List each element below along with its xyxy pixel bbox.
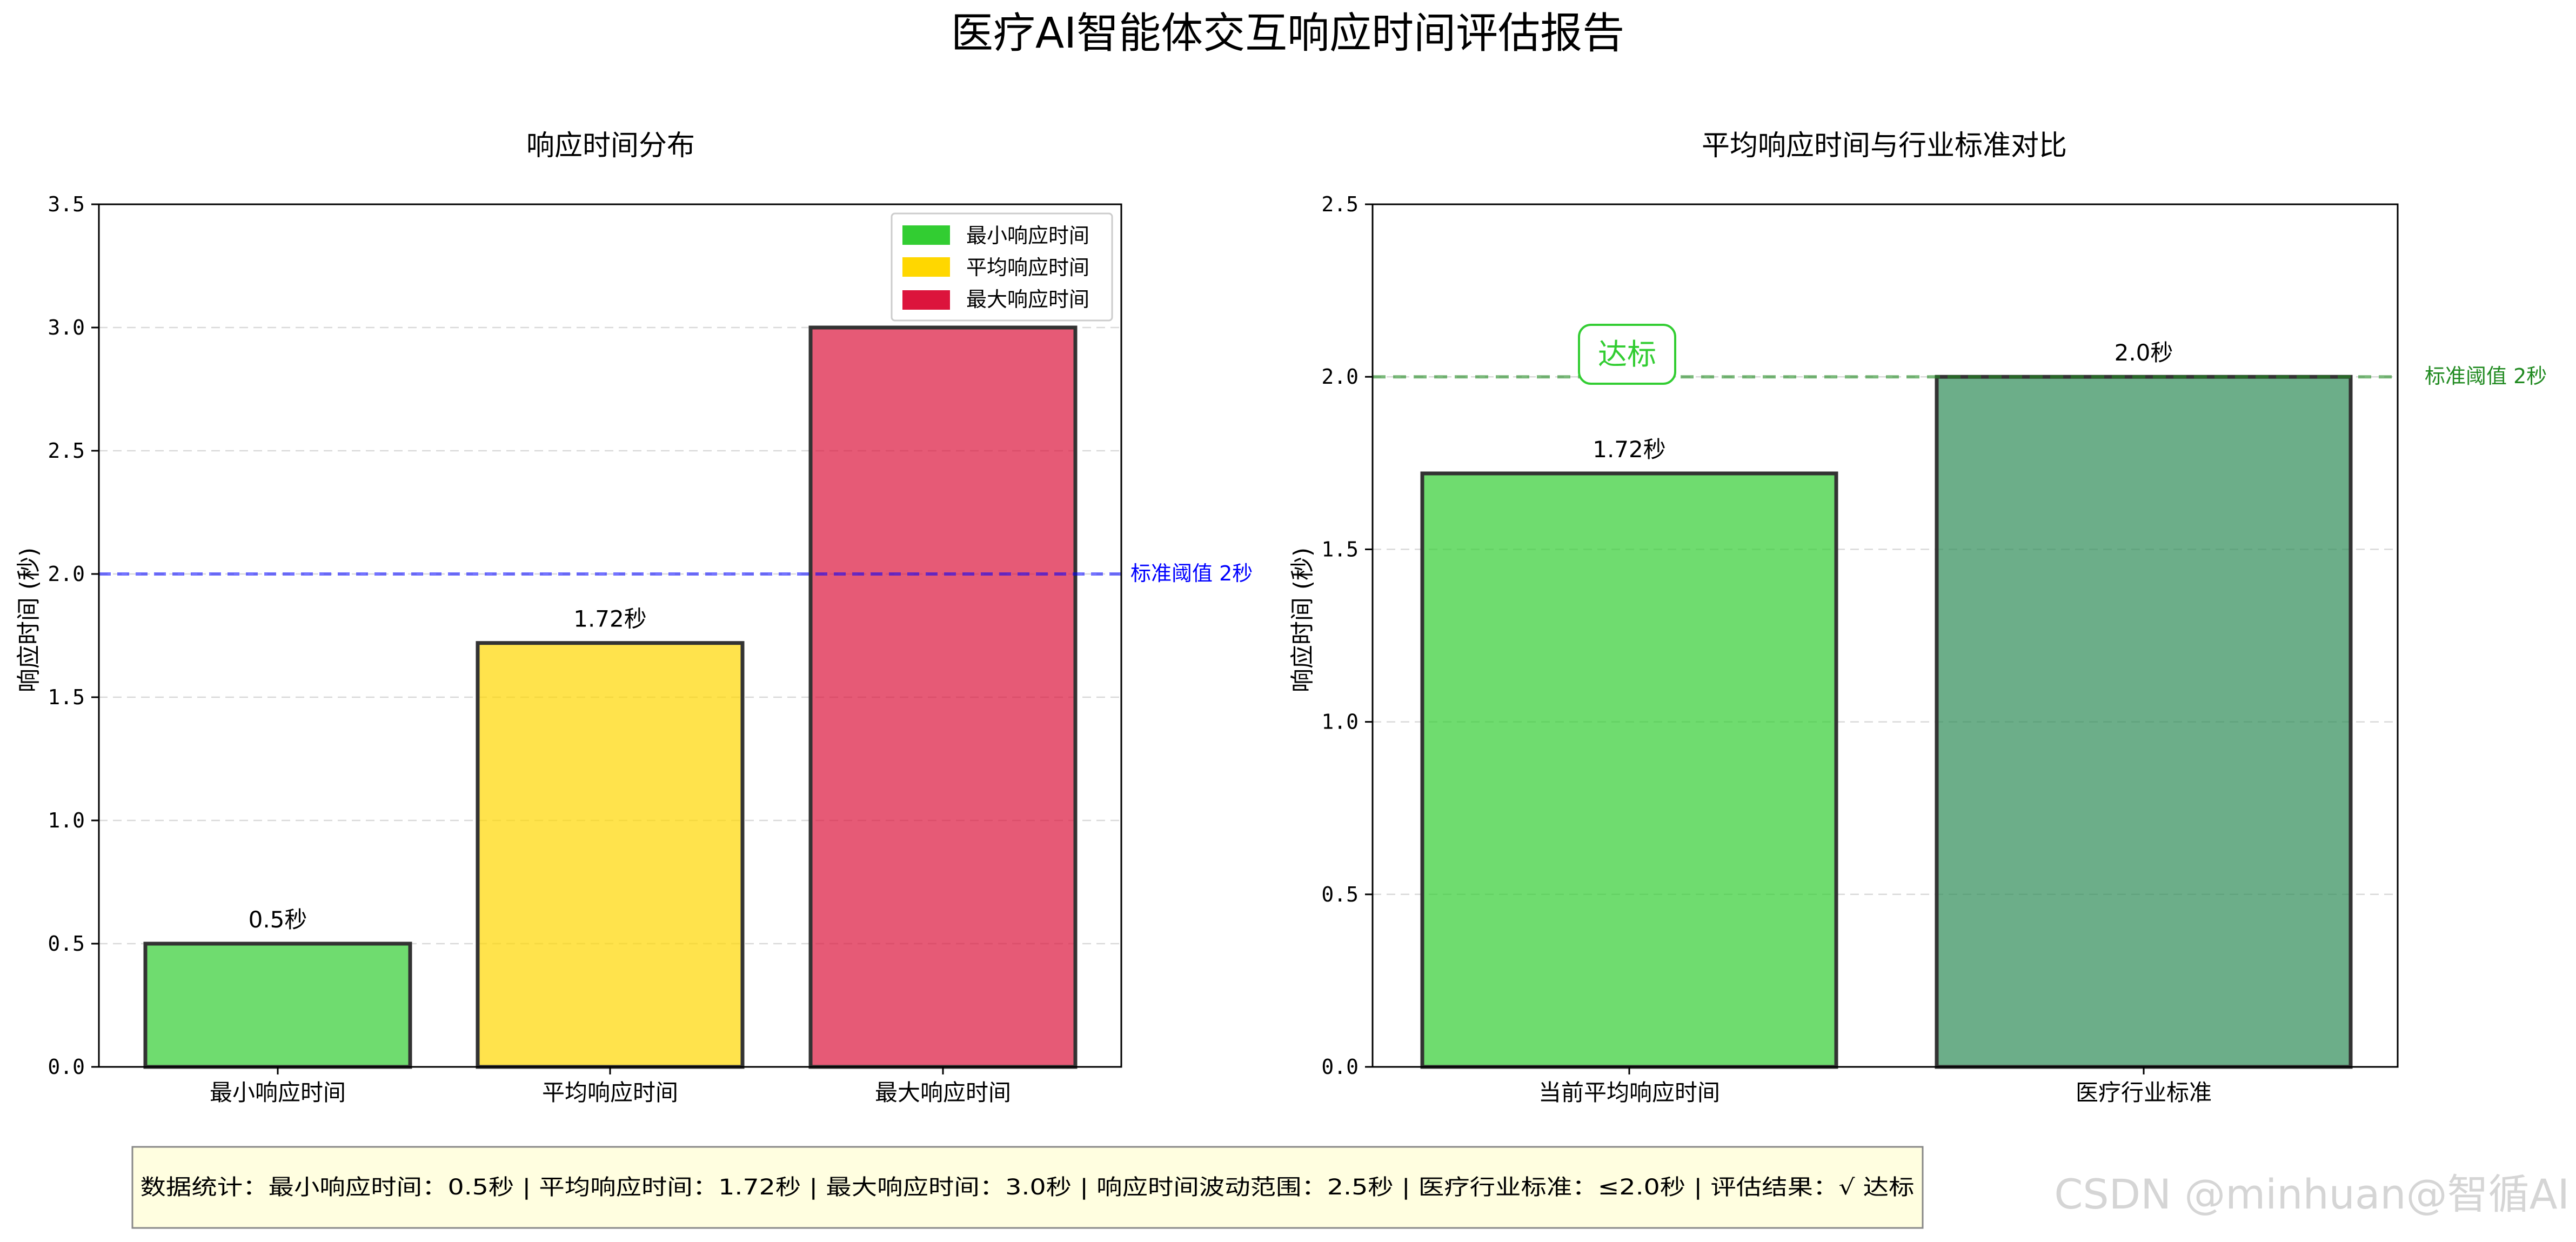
y-tick-label: 3.0 [48, 316, 85, 339]
bar-value-label: 1.72秒 [573, 606, 647, 632]
summary-frame [131, 1146, 1924, 1229]
pass-badge-frame [1578, 324, 1676, 385]
pass-badge: 达标 [1578, 324, 1676, 385]
x-tick-label: 最大响应时间 [875, 1079, 1011, 1106]
page-title: 医疗AI智能体交互响应时间评估报告 [951, 9, 1624, 58]
y-tick-label: 0.5 [48, 932, 85, 956]
x-tick-label: 当前平均响应时间 [1538, 1079, 1720, 1106]
y-tick-label: 2.5 [48, 439, 85, 463]
right-chart-ylabel: 响应时间 (秒) [1289, 547, 1316, 692]
industry-comparison-chart: 平均响应时间与行业标准对比 响应时间 (秒) 标准阈值 2秒 0.0 0.5 1.0… [1289, 130, 2547, 1106]
x-tick-label: 医疗行业标准 [2076, 1079, 2212, 1106]
bar [143, 941, 412, 1069]
legend-label-avg: 平均响应时间 [966, 256, 1089, 279]
bar-value-label: 1.72秒 [1593, 436, 1666, 463]
watermark: CSDN @minhuan@智循AI [2054, 1170, 2570, 1218]
pass-badge-text: 达标 [1598, 337, 1656, 371]
y-tick-label: 3.5 [48, 192, 85, 216]
right-x-axis: 当前平均响应时间 医疗行业标准 [1538, 1067, 2212, 1106]
bar [476, 641, 745, 1069]
right-chart-title: 平均响应时间与行业标准对比 [1702, 130, 2067, 162]
x-tick-label: 平均响应时间 [542, 1079, 678, 1106]
bar-value-label: 0.5秒 [249, 906, 307, 933]
y-tick-label: 1.5 [48, 685, 85, 709]
legend-label-max: 最大响应时间 [966, 288, 1089, 311]
bar [1935, 375, 2353, 1069]
y-tick-label: 0.0 [48, 1055, 85, 1079]
bar [1420, 471, 1838, 1069]
y-tick-label: 0.5 [1321, 883, 1359, 906]
bar [808, 325, 1078, 1069]
legend-swatch-max [902, 290, 950, 310]
legend-swatch-avg [902, 257, 950, 277]
right-plot-frame [1371, 203, 2399, 1068]
left-chart-title: 响应时间分布 [526, 130, 695, 162]
right-threshold-label: 标准阈值 2秒 [2425, 364, 2547, 388]
legend-label-min: 最小响应时间 [966, 224, 1089, 248]
bar-value-label: 2.0秒 [2115, 339, 2173, 366]
y-tick-label: 2.5 [1321, 192, 1359, 216]
right-value-labels: 1.72秒 2.0秒 [1593, 339, 2173, 463]
left-value-labels: 0.5秒 1.72秒 [249, 606, 647, 933]
y-tick-label: 1.0 [1321, 710, 1359, 734]
right-y-axis: 0.0 0.5 1.0 1.5 2.0 2.5 [1321, 192, 1373, 1079]
summary-text: 数据统计：最小响应时间：0.5秒 | 平均响应时间：1.72秒 | 最大响应时间… [140, 1175, 1915, 1200]
left-threshold-label: 标准阈值 2秒 [1130, 562, 1253, 585]
left-chart-ylabel: 响应时间 (秒) [15, 547, 43, 692]
left-x-axis: 最小响应时间 平均响应时间 最大响应时间 [210, 1067, 1011, 1106]
y-tick-label: 0.0 [1321, 1055, 1359, 1079]
response-distribution-chart: 响应时间分布 响应时间 (秒) 标准阈值 2秒 0.0 0.5 1.0 1.5 2.0 2… [15, 130, 1253, 1106]
y-tick-label: 2.0 [1321, 365, 1359, 389]
summary-box: 数据统计：最小响应时间：0.5秒 | 平均响应时间：1.72秒 | 最大响应时间… [131, 1146, 1924, 1229]
y-tick-label: 1.5 [1321, 537, 1359, 561]
left-bars [143, 325, 1078, 1069]
left-y-axis: 0.0 0.5 1.0 1.5 2.0 2.5 3.0 3.5 [48, 192, 99, 1079]
left-legend: 最小响应时间 平均响应时间 最大响应时间 [891, 212, 1113, 322]
y-tick-label: 1.0 [48, 809, 85, 832]
legend-swatch-min [902, 225, 950, 245]
x-tick-label: 最小响应时间 [210, 1079, 346, 1106]
y-tick-label: 2.0 [48, 562, 85, 586]
